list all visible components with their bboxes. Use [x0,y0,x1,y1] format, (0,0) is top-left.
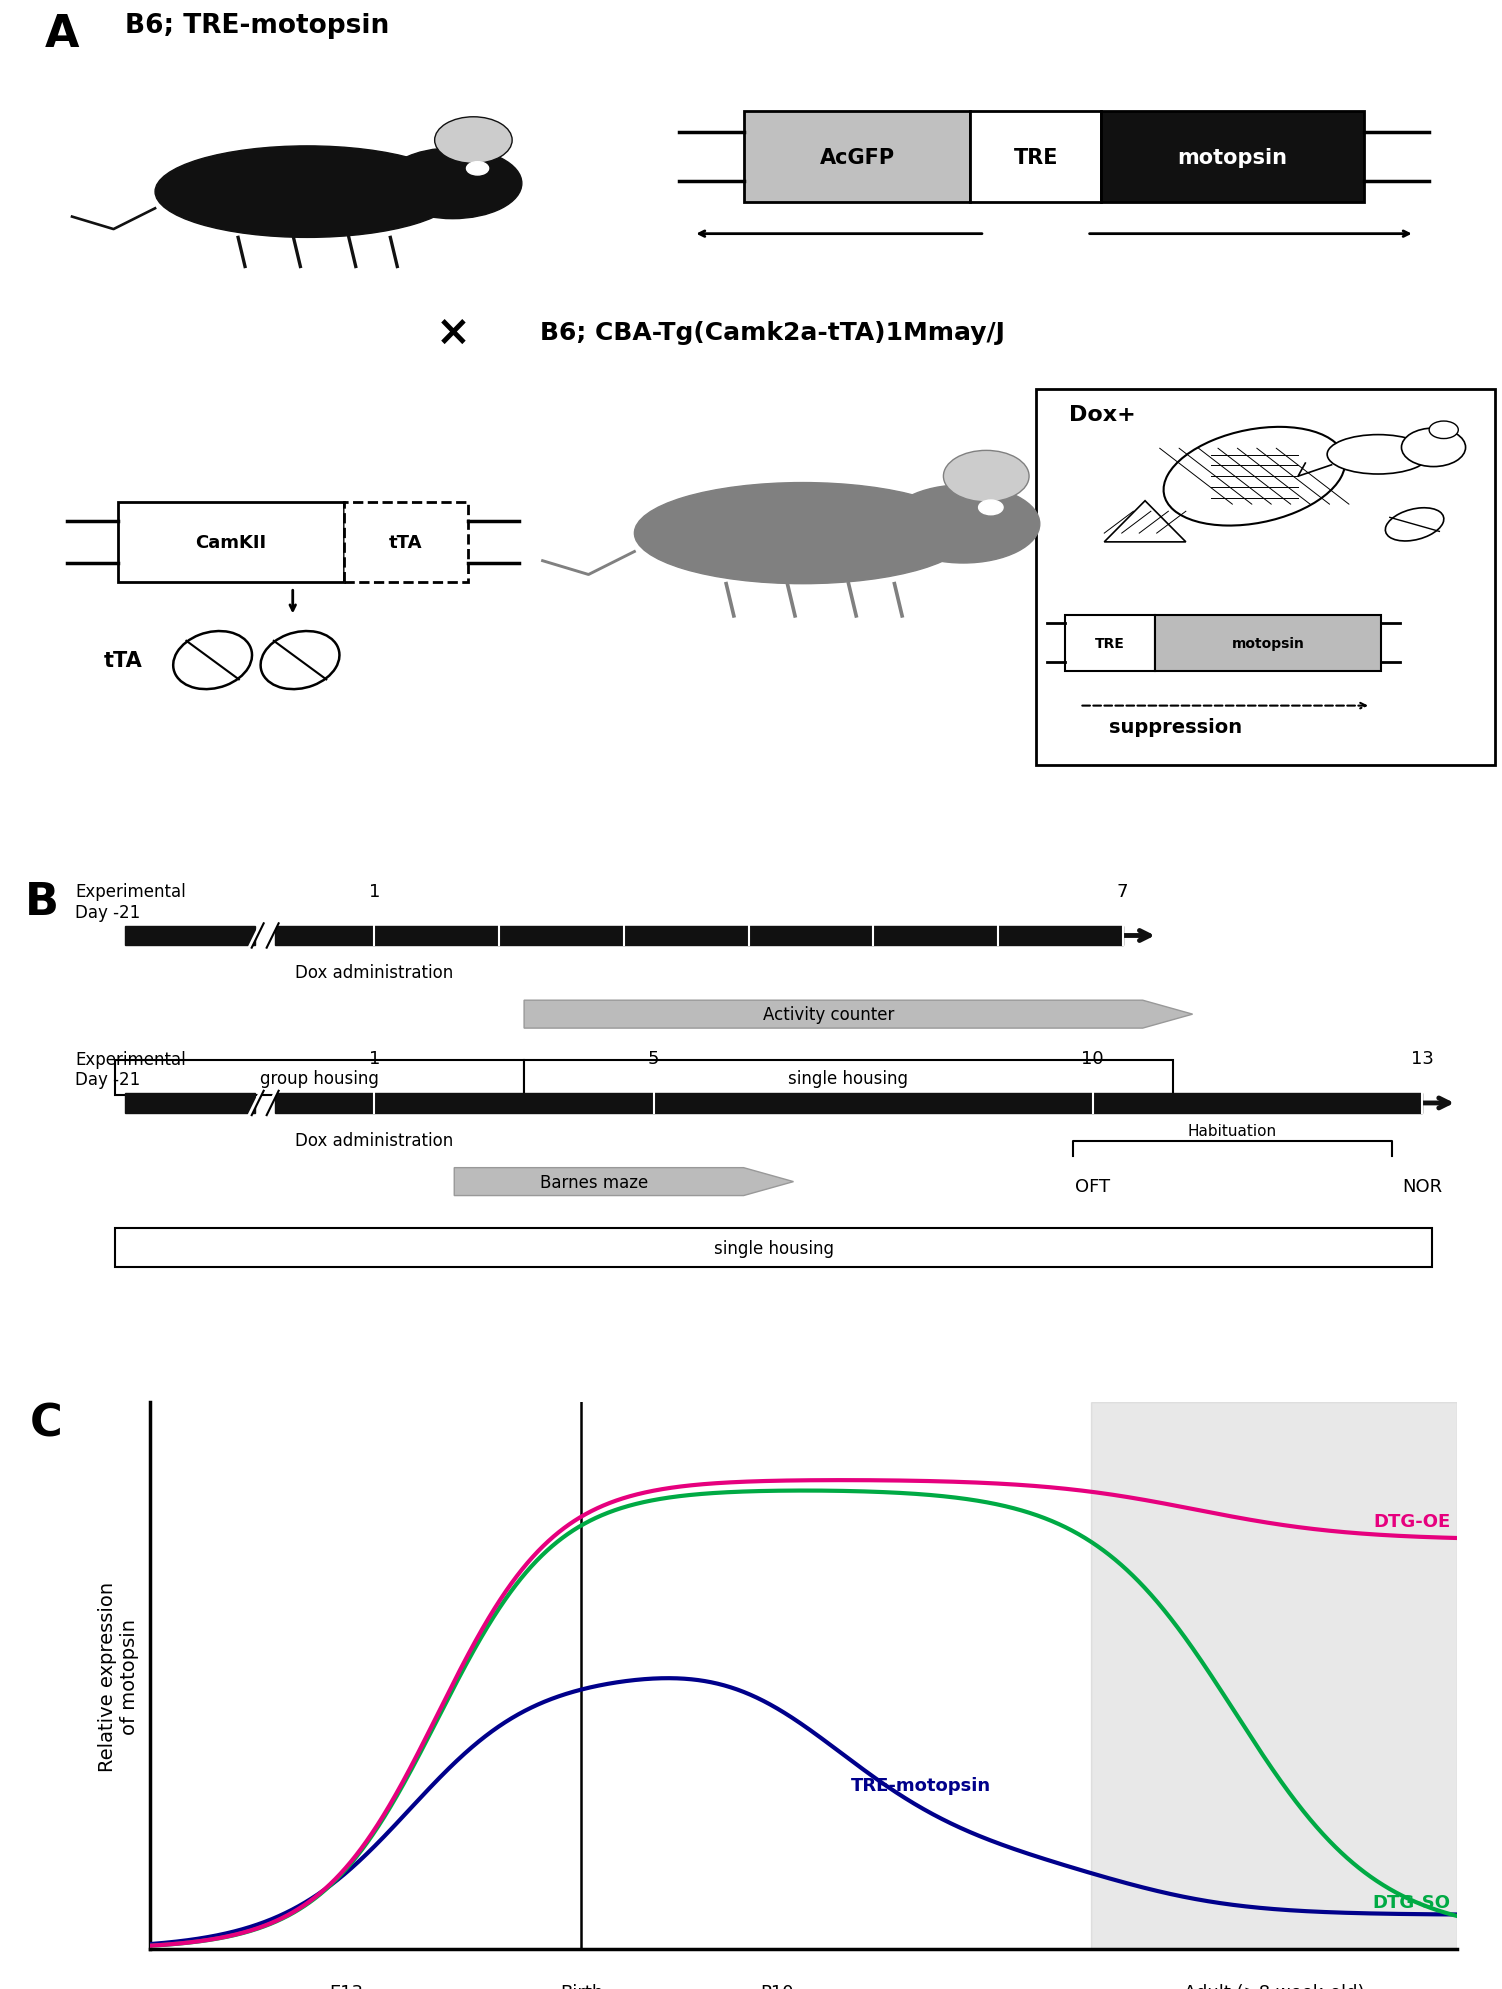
Ellipse shape [1328,436,1428,475]
Ellipse shape [155,147,460,239]
FancyBboxPatch shape [970,111,1101,203]
FancyBboxPatch shape [125,1094,255,1114]
Circle shape [943,452,1029,503]
Text: AcGFP: AcGFP [820,147,895,167]
Text: Adult (>8 week-old): Adult (>8 week-old) [1184,1983,1364,1989]
Ellipse shape [383,149,521,219]
Text: B: B [26,881,59,923]
FancyArrow shape [454,1168,793,1195]
Circle shape [1428,422,1458,440]
FancyBboxPatch shape [125,927,255,945]
Text: tTA: tTA [104,650,143,670]
Text: Habituation: Habituation [1188,1124,1277,1140]
Text: Experimental
Day -21: Experimental Day -21 [75,883,186,921]
Text: P10: P10 [760,1983,795,1989]
Ellipse shape [173,633,252,690]
FancyBboxPatch shape [745,111,970,203]
Text: B6; CBA-Tg(Camk2a-tTA)1Mmay/J: B6; CBA-Tg(Camk2a-tTA)1Mmay/J [541,320,1005,344]
FancyBboxPatch shape [116,1060,524,1096]
FancyBboxPatch shape [1036,390,1494,766]
Ellipse shape [1385,509,1443,541]
FancyArrow shape [524,1000,1193,1028]
FancyBboxPatch shape [1065,615,1155,670]
Text: group housing: group housing [260,1068,379,1088]
Text: Dox administration: Dox administration [294,965,454,983]
FancyBboxPatch shape [116,1229,1431,1267]
Text: CamKII: CamKII [195,533,266,551]
Ellipse shape [634,483,970,585]
Text: B6; TRE-motopsin: B6; TRE-motopsin [125,14,389,40]
Text: single housing: single housing [789,1068,909,1088]
Text: tTA: tTA [389,533,422,551]
Text: TRE: TRE [1014,147,1057,167]
FancyBboxPatch shape [1155,615,1380,670]
Text: Dox administration: Dox administration [294,1132,454,1150]
Text: 13: 13 [1410,1050,1433,1068]
Text: 7: 7 [1117,883,1128,901]
FancyBboxPatch shape [524,1060,1173,1096]
Text: Birth: Birth [560,1983,602,1989]
Text: C: C [30,1402,63,1446]
Bar [1090,1402,1457,1949]
Text: DTG-SO: DTG-SO [1373,1894,1451,1911]
Polygon shape [1104,501,1187,543]
Circle shape [467,163,488,175]
Text: Activity counter: Activity counter [763,1006,894,1024]
Text: 1: 1 [368,883,380,901]
Circle shape [1401,430,1466,467]
Ellipse shape [261,633,339,690]
Text: NOR: NOR [1401,1177,1442,1195]
Text: Experimental
Day -21: Experimental Day -21 [75,1050,186,1088]
Text: A: A [45,14,80,56]
Text: ×: × [436,312,470,354]
FancyBboxPatch shape [344,503,467,583]
Text: E13: E13 [329,1983,363,1989]
Ellipse shape [1164,428,1346,527]
Text: Dox+: Dox+ [1069,404,1136,424]
Text: motopsin: motopsin [1178,147,1287,167]
FancyBboxPatch shape [275,927,1122,945]
Y-axis label: Relative expression
of motopsin: Relative expression of motopsin [98,1581,140,1770]
Text: 10: 10 [1081,1050,1104,1068]
FancyBboxPatch shape [275,1094,1422,1114]
Text: OFT: OFT [1075,1177,1110,1195]
Text: Barnes maze: Barnes maze [539,1174,647,1191]
Text: single housing: single housing [713,1239,834,1257]
FancyBboxPatch shape [1101,111,1364,203]
Text: 1: 1 [368,1050,380,1068]
Circle shape [434,117,512,165]
Text: motopsin: motopsin [1232,636,1305,650]
Text: suppression: suppression [1108,718,1242,736]
Ellipse shape [886,485,1039,563]
Text: DTG-OE: DTG-OE [1373,1512,1451,1530]
Text: TRE-motopsin: TRE-motopsin [852,1776,991,1794]
Text: 5: 5 [647,1050,659,1068]
FancyBboxPatch shape [119,503,344,583]
Circle shape [979,501,1003,515]
Text: TRE: TRE [1095,636,1125,650]
